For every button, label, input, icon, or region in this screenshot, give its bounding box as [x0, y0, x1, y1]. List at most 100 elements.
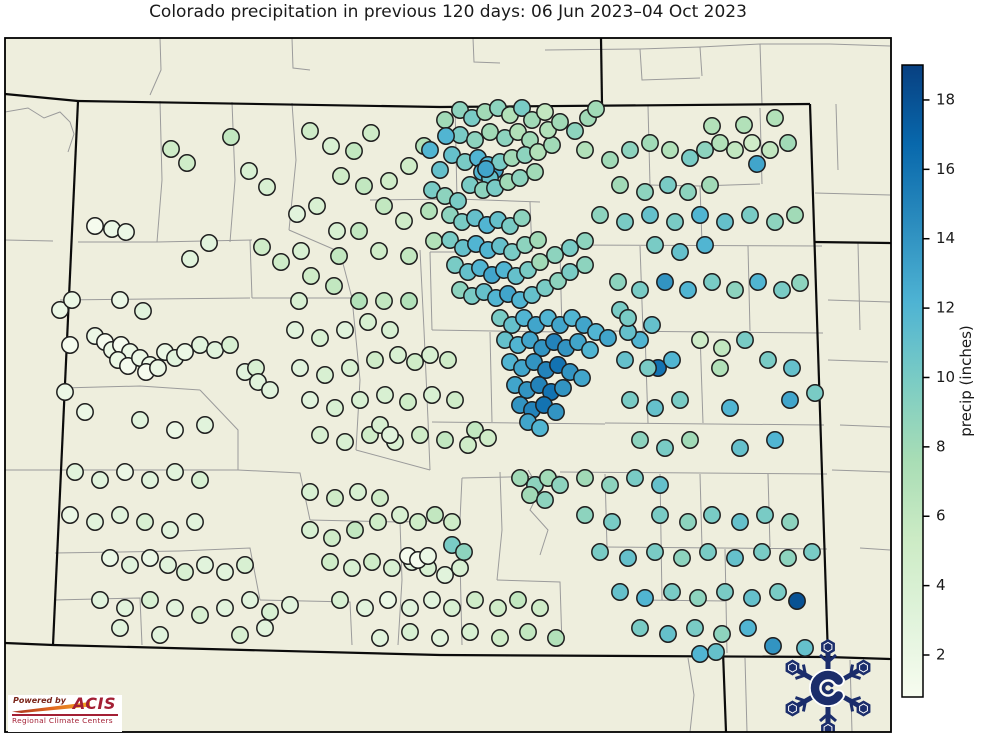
station-dot: [656, 439, 674, 457]
county-line: [5, 239, 54, 242]
station-dot: [370, 242, 388, 260]
station-dot: [646, 543, 664, 561]
station-dot: [431, 629, 449, 647]
station-dot: [531, 599, 549, 617]
station-dot: [711, 359, 729, 377]
station-dot: [721, 399, 739, 417]
station-dot: [86, 217, 104, 235]
county-line: [149, 38, 162, 96]
county-line: [61, 385, 201, 391]
station-dot: [121, 556, 139, 574]
county-line: [288, 102, 297, 231]
station-dot: [371, 489, 389, 507]
station-dot: [699, 543, 717, 561]
station-dot: [111, 506, 129, 524]
county-line: [431, 421, 606, 425]
station-dot: [330, 247, 348, 265]
station-dot: [743, 589, 761, 607]
station-dot: [292, 242, 310, 260]
station-dot: [716, 213, 734, 231]
station-dot: [735, 116, 753, 134]
station-dot: [566, 122, 584, 140]
station-dot: [587, 100, 605, 118]
station-dot: [547, 403, 565, 421]
station-dot: [711, 134, 729, 152]
station-dot: [221, 336, 239, 354]
station-dot: [222, 128, 240, 146]
station-dot: [141, 471, 159, 489]
station-dot: [466, 131, 484, 149]
station-dot: [437, 127, 455, 145]
station-dot: [681, 431, 699, 449]
station-dot: [511, 469, 529, 487]
station-dot: [621, 391, 639, 409]
station-dot: [426, 506, 444, 524]
state-border: [827, 655, 891, 661]
station-dot: [301, 483, 319, 501]
station-dot: [116, 463, 134, 481]
county-line: [179, 547, 261, 601]
station-dot: [191, 336, 209, 354]
station-dot: [529, 231, 547, 249]
station-dot: [769, 583, 787, 601]
station-dot: [379, 591, 397, 609]
colorbar-tick-label: 18: [936, 90, 955, 108]
county-line: [489, 331, 493, 423]
station-dot: [671, 243, 689, 261]
station-dot: [311, 329, 329, 347]
station-dot: [549, 272, 567, 290]
station-dot: [375, 292, 393, 310]
station-dot: [261, 381, 279, 399]
station-dot: [186, 513, 204, 531]
station-dot: [511, 169, 529, 187]
station-dot: [619, 309, 637, 327]
station-dot: [707, 643, 725, 661]
station-dot: [686, 619, 704, 637]
station-dot: [376, 386, 394, 404]
station-dot: [288, 205, 306, 223]
station-dot: [643, 316, 661, 334]
station-dot: [631, 431, 649, 449]
station-dot: [651, 476, 669, 494]
station-dot: [322, 137, 340, 155]
station-dot: [261, 603, 279, 621]
state-border: [721, 651, 728, 732]
station-dot: [646, 236, 664, 254]
county-line: [687, 657, 695, 732]
county-line: [496, 471, 503, 581]
station-dot: [783, 359, 801, 377]
snowflake-arm-icon: [837, 691, 871, 717]
station-dot: [531, 253, 549, 271]
station-dot: [443, 599, 461, 617]
station-dot: [536, 103, 554, 121]
state-border: [813, 240, 891, 245]
snowflake-arm-icon: [819, 639, 837, 676]
station-dot: [781, 391, 799, 409]
station-dot: [521, 486, 539, 504]
county-line: [54, 550, 181, 554]
station-dot: [116, 599, 134, 617]
station-dot: [395, 212, 413, 230]
station-dot: [736, 331, 754, 349]
state-border: [51, 100, 80, 646]
station-dot: [159, 556, 177, 574]
station-dot: [611, 583, 629, 601]
county-line: [659, 473, 663, 601]
station-dot: [603, 513, 621, 531]
station-dot: [381, 426, 399, 444]
station-dot: [66, 463, 84, 481]
station-dot: [371, 629, 389, 647]
station-dot: [741, 206, 759, 224]
colorbar-tick-label: 14: [936, 229, 955, 247]
station-dot: [332, 167, 350, 185]
county-line: [397, 521, 403, 646]
station-dot: [350, 292, 368, 310]
acis-logo-top: Powered by ACIS: [12, 696, 118, 713]
station-dot: [576, 256, 594, 274]
station-dot: [621, 141, 639, 159]
county-line: [5, 107, 75, 153]
station-dot: [766, 109, 784, 127]
station-dot: [703, 506, 721, 524]
station-dot: [443, 513, 461, 531]
